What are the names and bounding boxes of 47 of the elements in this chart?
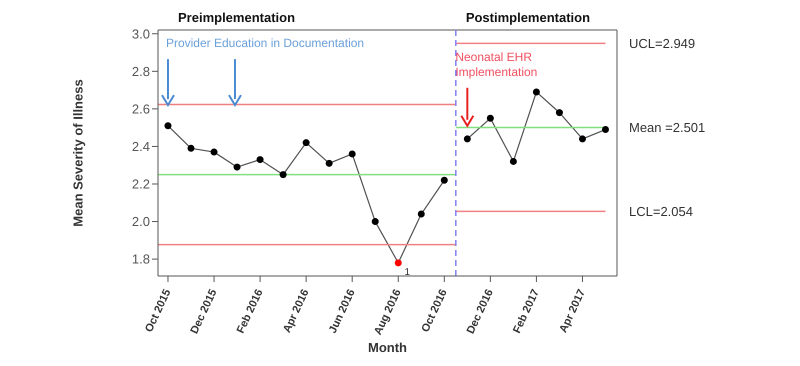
point <box>326 160 333 167</box>
y-tick-label: 2.2 <box>132 176 150 192</box>
point <box>486 114 494 122</box>
annotation: LCL=2.054 <box>629 204 693 219</box>
y-tick-label: 3.0 <box>132 26 150 42</box>
point <box>210 148 218 156</box>
point <box>234 164 241 171</box>
x-tick-label: Jun 2016 <box>326 287 358 336</box>
point <box>418 210 425 218</box>
point <box>578 135 586 142</box>
x-tick-label: Feb 2017 <box>511 287 542 336</box>
point <box>440 176 448 184</box>
point <box>510 158 517 165</box>
point <box>372 218 379 226</box>
annotation: Provider Education in Documentation <box>166 36 364 50</box>
y-tick-label: 2.6 <box>132 101 150 116</box>
x-tick-label: Dec 2016 <box>464 287 496 336</box>
annotation: Mean =2.501 <box>629 120 706 135</box>
x-tick-label: Apr 2016 <box>281 287 312 335</box>
point <box>532 88 540 96</box>
y-tick-label: 1.8 <box>132 252 150 267</box>
point <box>280 171 287 178</box>
point <box>188 144 195 152</box>
point <box>556 109 563 116</box>
point <box>394 259 402 266</box>
x-tick-label: Aug 2016 <box>372 287 404 337</box>
x-tick-label: Feb 2016 <box>234 287 266 336</box>
point <box>602 126 609 134</box>
point <box>164 122 172 130</box>
point <box>348 150 356 158</box>
y-axis-title: Mean Severity of Illness <box>70 79 86 227</box>
x-tick-label: Apr 2017 <box>557 287 588 335</box>
text: Preimplementation <box>178 10 296 25</box>
text: Postimplementation <box>466 10 590 25</box>
y-tick-label: 2.0 <box>132 214 150 230</box>
point <box>464 135 471 142</box>
x-tick-label: Oct 2016 <box>419 287 450 334</box>
annotation: UCL=2.949 <box>629 36 696 51</box>
y-tick-label: 2.8 <box>132 64 150 79</box>
y-tick-label: 2.4 <box>132 139 150 154</box>
annotation: Neonatal EHR Implementation <box>455 50 538 79</box>
point <box>302 139 310 146</box>
x-tick-label: Oct 2015 <box>143 287 174 334</box>
annotation: 1 <box>404 266 410 278</box>
point <box>256 156 264 164</box>
x-axis-title: Month <box>368 340 408 355</box>
x-tick-label: Dec 2015 <box>188 287 220 336</box>
